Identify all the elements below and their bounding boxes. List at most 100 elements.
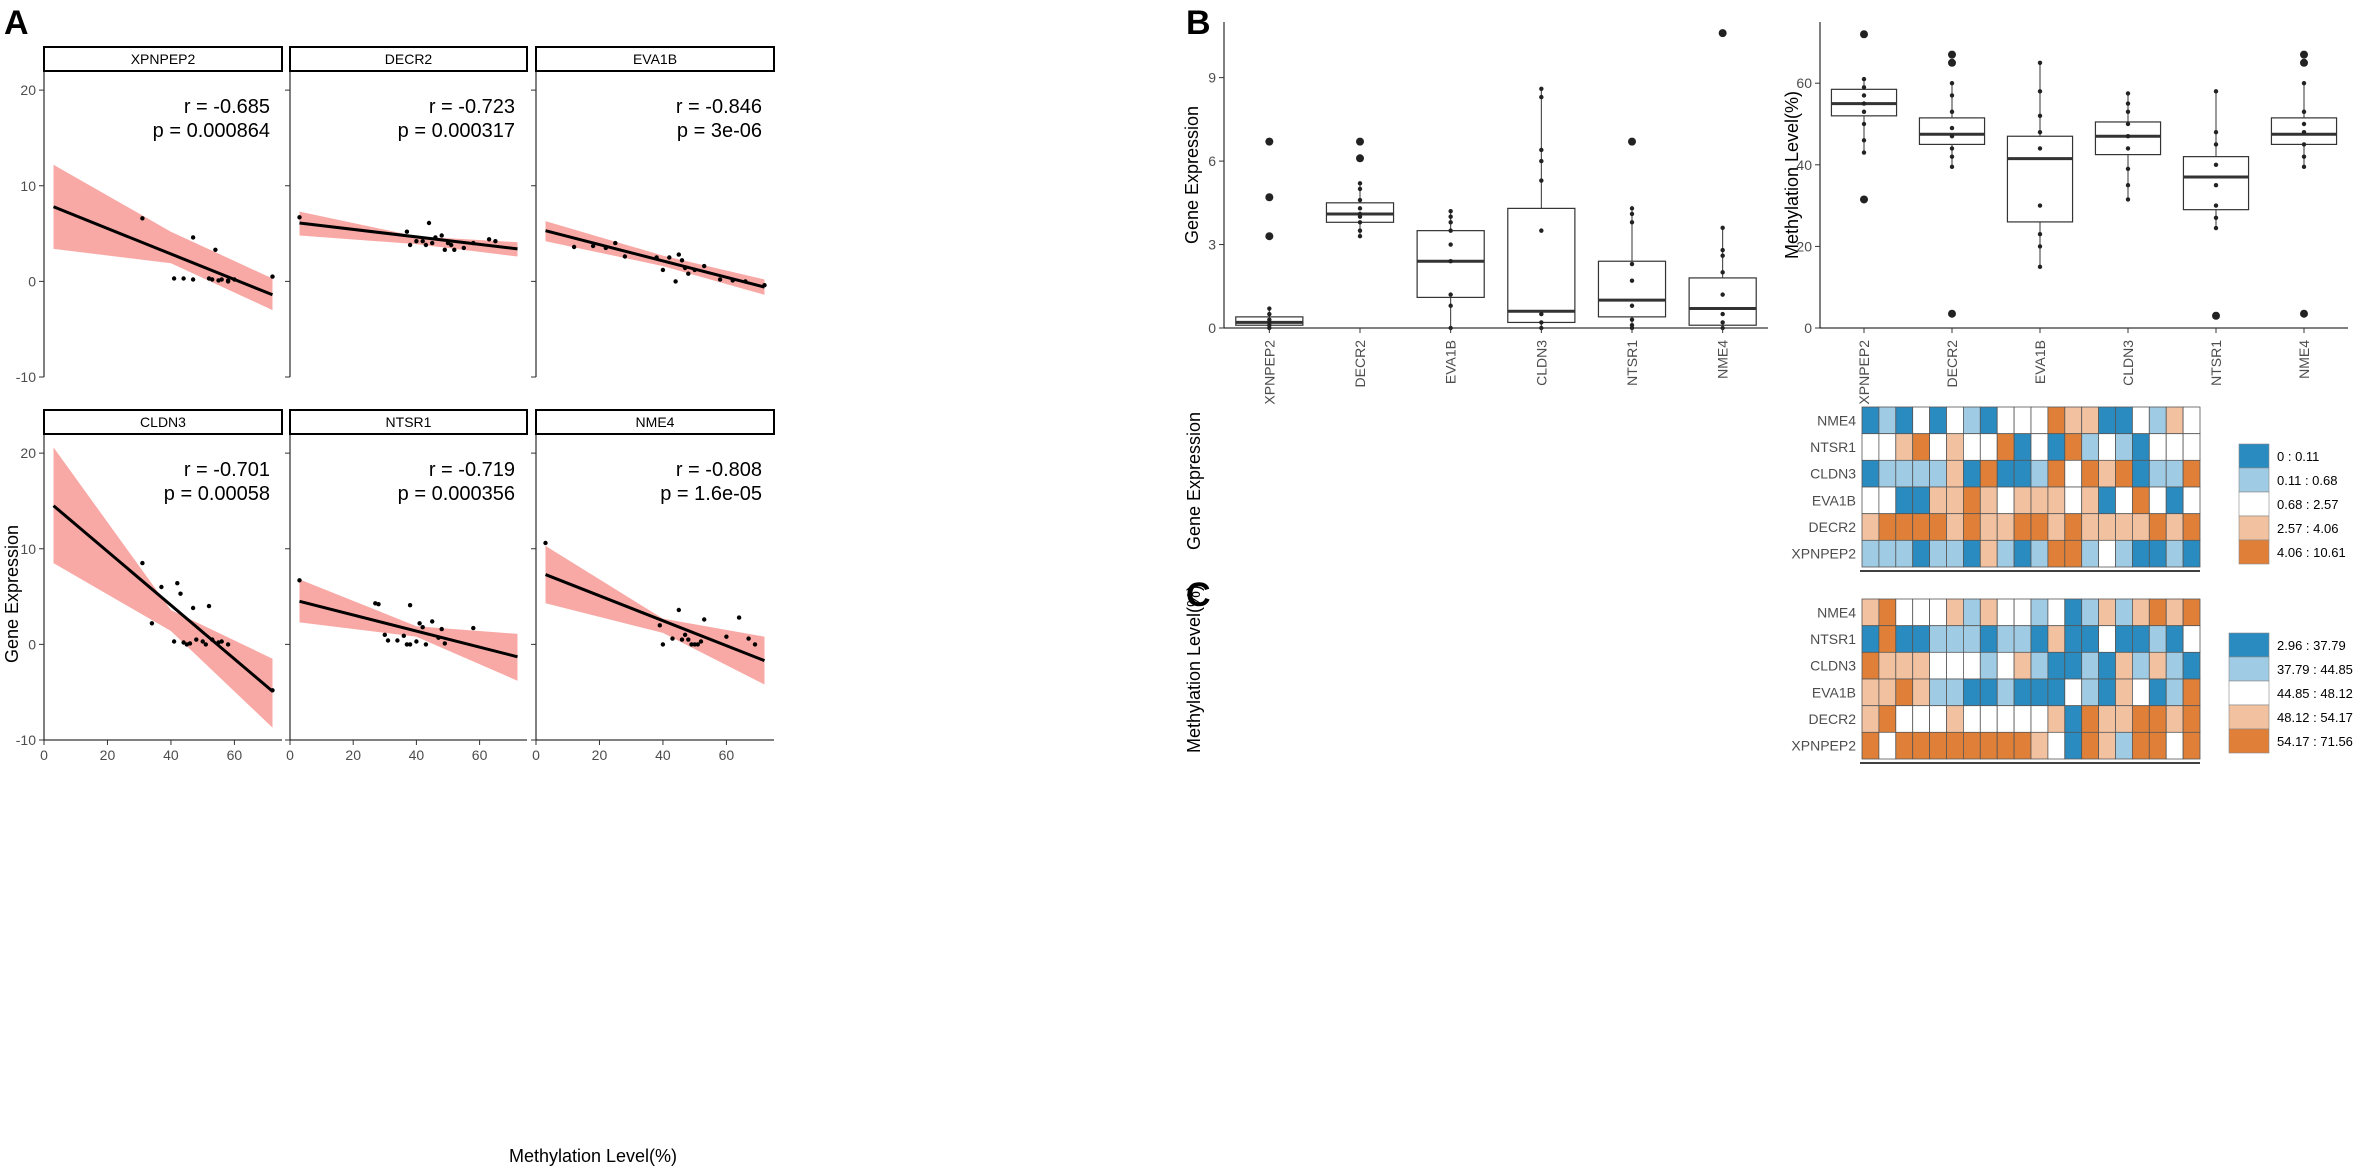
data-point (679, 637, 685, 642)
heatmap-cell (2081, 539, 2099, 568)
heatmap-cell (1996, 678, 2015, 707)
facet-strip (289, 46, 528, 72)
heatmap-cell (2098, 539, 2116, 568)
y-tick-label: 0 (1804, 320, 1812, 336)
heatmap-cell (2148, 459, 2167, 488)
data-point (442, 641, 447, 646)
heatmap-cell (2098, 433, 2116, 461)
heatmap-cell (2081, 678, 2099, 707)
jitter-point (2301, 142, 2307, 147)
jitter-point (1861, 138, 1867, 143)
heatmap-cell (1946, 678, 1964, 707)
data-point (670, 636, 675, 641)
panel-a-y-axis-title: Gene Expression (2, 525, 22, 663)
confidence-band (53, 164, 273, 311)
heatmap-cell (2098, 598, 2116, 627)
r-annotation: r = -0.701 (184, 459, 270, 481)
jitter-point (2301, 164, 2307, 170)
jitter-point (2213, 162, 2219, 167)
outlier-point (2300, 50, 2308, 59)
outlier-point (2300, 309, 2308, 318)
heatmap-cell (2047, 486, 2066, 515)
p-annotation: p = 0.000356 (398, 483, 515, 505)
heatmap-cell (1895, 651, 1914, 680)
jitter-point (2037, 244, 2043, 249)
heatmap-cell (1878, 486, 1897, 515)
heatmap-cell (1929, 459, 1947, 488)
regression-line (299, 599, 518, 659)
jitter-point (2037, 264, 2043, 269)
jitter-point (1448, 208, 1453, 214)
heatmap-cell (1996, 513, 2015, 541)
data-point (171, 276, 177, 281)
heatmap-cell (1861, 678, 1880, 707)
facet-strip (43, 46, 283, 72)
heatmap-cell (2165, 598, 2184, 627)
heatmap-cell (1963, 433, 1981, 461)
data-point (613, 240, 618, 246)
data-point (382, 632, 387, 637)
data-point (200, 639, 205, 644)
x-tick-label: NTSR1 (1624, 340, 1640, 386)
heatmap-cell (2047, 625, 2066, 653)
data-point (187, 641, 193, 646)
outlier-point (1265, 232, 1274, 241)
legend-swatch (2238, 539, 2270, 565)
heatmap-cell (2064, 459, 2083, 488)
data-point (194, 637, 199, 642)
facet-title: NTSR1 (386, 414, 432, 430)
outlier-point (1265, 137, 1274, 146)
heatmap-cell (1979, 678, 1998, 707)
heatmap-cell (1861, 433, 1880, 461)
jitter-point (1539, 320, 1544, 325)
data-point (686, 637, 691, 642)
box-methylation-y-axis-title: Methylation Level(%) (1782, 91, 1802, 259)
jitter-point (1629, 323, 1635, 328)
p-annotation: p = 1.6e-05 (660, 483, 762, 505)
row-label: NTSR1 (1810, 631, 1856, 647)
outlier-point (1356, 137, 1364, 146)
heatmap-cell (1861, 486, 1880, 515)
heatmap-cell (2064, 406, 2083, 435)
data-point (407, 603, 413, 608)
heatmap-cell (2030, 459, 2049, 488)
jitter-point (1448, 220, 1453, 225)
data-point (395, 638, 400, 643)
row-label: CLDN3 (1810, 658, 1856, 674)
heatmap-cell (2030, 598, 2049, 627)
jitter-point (2301, 109, 2307, 114)
data-point (717, 277, 723, 282)
jitter-point (1861, 93, 1867, 98)
heatmap-cell (1946, 406, 1964, 435)
heatmap-cell (2148, 513, 2167, 541)
jitter-point (2037, 129, 2043, 135)
jitter-point (2213, 203, 2219, 208)
data-point (404, 642, 410, 647)
row-label: NME4 (1817, 412, 1856, 428)
data-point (660, 642, 666, 647)
heatmap-cell (1878, 433, 1897, 461)
x-tick-label: NTSR1 (2208, 340, 2224, 386)
legend-label: 44.85 : 48.12 (2277, 686, 2353, 701)
heatmap-cell (2030, 539, 2049, 568)
heatmap-cell (1963, 651, 1981, 680)
heatmap-cell (1929, 625, 1947, 653)
y-tick-label: 20 (20, 445, 36, 461)
data-point (692, 642, 697, 647)
heatmap-cell (2131, 459, 2150, 488)
heatmap-cell (1878, 406, 1897, 435)
heatmap-cell (1963, 486, 1981, 515)
heatmap-cell (1861, 459, 1880, 488)
jitter-point (1267, 317, 1272, 322)
heatmap-cell (1912, 651, 1930, 680)
data-point (159, 584, 164, 590)
data-point (423, 242, 429, 248)
jitter-point (2125, 183, 2131, 188)
heatmap-cell (2115, 486, 2133, 515)
r-annotation: r = -0.723 (429, 96, 515, 118)
data-point (439, 233, 444, 238)
data-point (203, 642, 208, 647)
row-label: XPNPEP2 (1791, 738, 1856, 754)
